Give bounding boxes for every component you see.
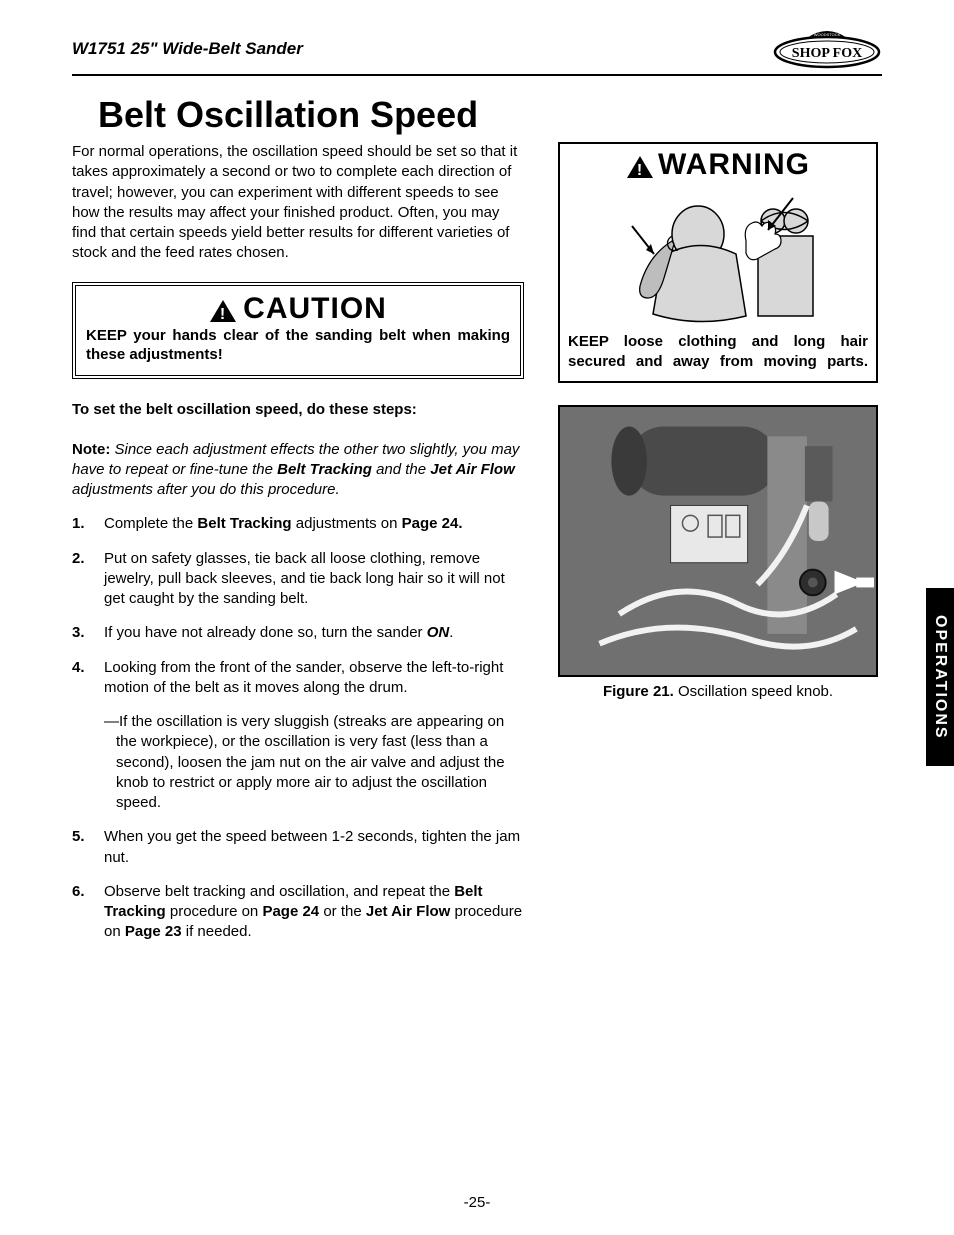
steps-list: Complete the Belt Tracking adjustments o… <box>72 514 524 942</box>
warning-triangle-icon: ! <box>209 297 237 321</box>
svg-text:WOODSTOCK: WOODSTOCK <box>814 32 841 37</box>
step-3: If you have not already done so, turn th… <box>72 623 524 643</box>
note-block: Note: Since each adjustment effects the … <box>72 440 524 501</box>
figure-photo <box>558 405 878 677</box>
step-4-sub: —If the oscillation is very sluggish (st… <box>104 712 524 813</box>
note-label: Note: <box>72 441 110 458</box>
caution-heading: ! CAUTION <box>86 292 510 326</box>
caution-box: ! CAUTION KEEP your hands clear of the s… <box>72 282 524 379</box>
warning-text: KEEP loose clothing and long hair secure… <box>568 332 868 371</box>
warning-box: ! WARNING <box>558 142 878 383</box>
brand-logo: SHOP FOX WOODSTOCK <box>772 28 882 70</box>
product-title: W1751 25" Wide-Belt Sander <box>72 39 303 59</box>
page-number: -25- <box>0 1194 954 1211</box>
step-6: Observe belt tracking and oscillation, a… <box>72 882 524 943</box>
warning-illustration <box>568 186 868 326</box>
section-tab: OPERATIONS <box>926 588 954 766</box>
step-4: Looking from the front of the sander, ob… <box>72 658 524 814</box>
caution-text: KEEP your hands clear of the sanding bel… <box>86 326 510 365</box>
step-2: Put on safety glasses, tie back all loos… <box>72 549 524 610</box>
warning-heading: ! WARNING <box>568 148 868 182</box>
page-title: Belt Oscillation Speed <box>98 94 882 136</box>
brand-logo-text: SHOP FOX <box>792 46 862 61</box>
section-lead: To set the belt oscillation speed, do th… <box>72 401 524 418</box>
svg-text:!: ! <box>637 162 643 179</box>
caution-heading-text: CAUTION <box>243 292 387 326</box>
figure-caption: Figure 21. Oscillation speed knob. <box>558 683 878 700</box>
intro-paragraph: For normal operations, the oscillation s… <box>72 142 522 264</box>
step-5: When you get the speed between 1-2 secon… <box>72 827 524 868</box>
warning-triangle-icon: ! <box>626 153 654 177</box>
svg-text:!: ! <box>220 306 226 323</box>
warning-heading-text: WARNING <box>658 148 810 182</box>
page-header: W1751 25" Wide-Belt Sander SHOP FOX WOOD… <box>72 28 882 76</box>
step-1: Complete the Belt Tracking adjustments o… <box>72 514 524 534</box>
